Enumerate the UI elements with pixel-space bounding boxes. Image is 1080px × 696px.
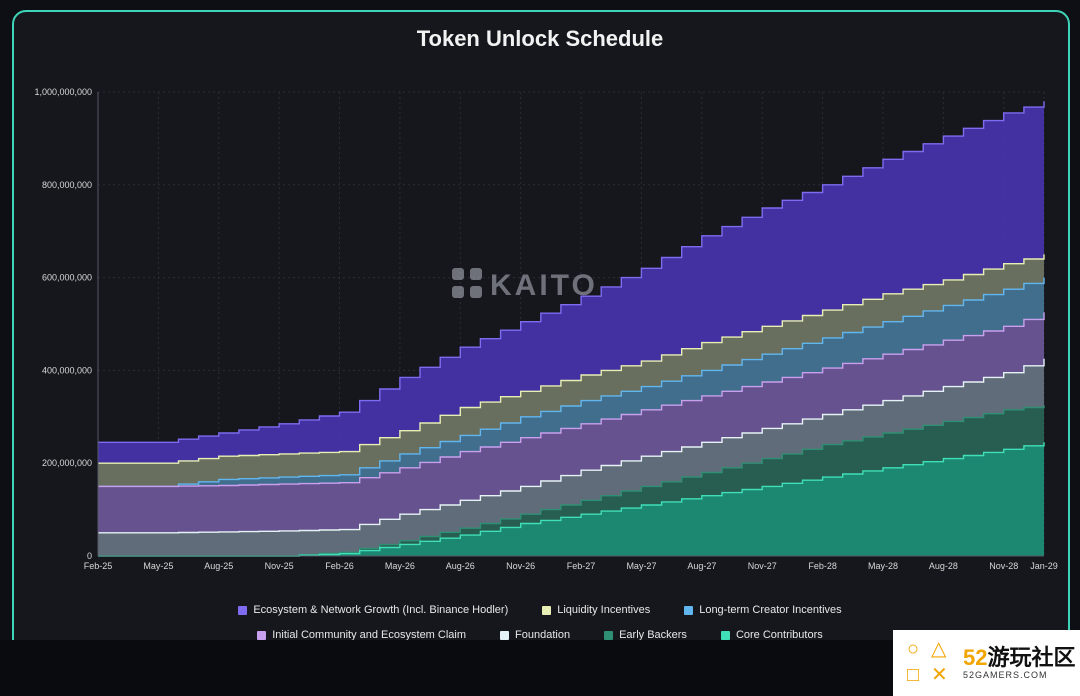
kaito-logo-icon: [452, 268, 482, 298]
x-tick-label: Feb-27: [567, 561, 596, 571]
legend-swatch: [604, 630, 614, 640]
legend-item: Core Contributors: [720, 629, 823, 641]
legend-item: Liquidity Incentives: [542, 604, 650, 616]
legend-row-1: Ecosystem & Network Growth (Incl. Binanc…: [0, 604, 1080, 616]
legend-label: Ecosystem & Network Growth (Incl. Binanc…: [253, 604, 509, 616]
x-tick-label: Feb-25: [84, 561, 113, 571]
badge-cn-text: 游玩社区: [987, 645, 1076, 670]
x-tick-label: Aug-26: [446, 561, 475, 571]
line-long-term-creator-incentives: [98, 277, 1045, 488]
legend-item: Foundation: [500, 629, 570, 641]
x-tick-label: May-26: [385, 561, 415, 571]
chart-title: Token Unlock Schedule: [416, 26, 664, 51]
legend-item: Ecosystem & Network Growth (Incl. Binanc…: [238, 604, 508, 616]
y-tick-label: 0: [87, 551, 92, 561]
x-tick-label: Nov-28: [989, 561, 1018, 571]
x-tick-label: Nov-25: [265, 561, 294, 571]
legend-swatch: [238, 605, 248, 615]
x-tick-label: Nov-27: [748, 561, 777, 571]
x-tick-label: Feb-28: [808, 561, 837, 571]
legend-label: Liquidity Incentives: [557, 604, 651, 616]
x-tick-label: Jan-29: [1030, 561, 1058, 571]
legend-row-2: Initial Community and Ecosystem Claim Fou…: [0, 629, 1080, 641]
x-tick-label: May-25: [143, 561, 173, 571]
legend-label: Early Backers: [619, 629, 687, 641]
y-tick-label: 800,000,000: [42, 180, 92, 190]
legend-item: Initial Community and Ecosystem Claim: [257, 629, 466, 641]
x-tick-label: Feb-26: [325, 561, 354, 571]
badge-number: 52: [963, 645, 988, 670]
legend-swatch: [257, 630, 267, 640]
legend-label: Foundation: [515, 629, 571, 641]
legend-label: Long-term Creator Incentives: [699, 604, 842, 616]
line-ecosystem-network-growth-incl-binance-hodler-: [98, 101, 1045, 443]
x-tick-label: May-28: [868, 561, 898, 571]
legend-item: Early Backers: [604, 629, 687, 641]
x-tick-label: Aug-28: [929, 561, 958, 571]
y-tick-label: 1,000,000,000: [34, 87, 92, 97]
y-tick-label: 400,000,000: [42, 365, 92, 375]
x-tick-label: Aug-27: [687, 561, 716, 571]
legend-swatch: [542, 605, 552, 615]
legend-label: Core Contributors: [735, 629, 823, 641]
watermark-text: KAITO: [490, 269, 598, 302]
y-tick-label: 200,000,000: [42, 458, 92, 468]
legend-swatch: [684, 605, 694, 615]
line-liquidity-incentives: [98, 254, 1045, 464]
legend-swatch: [500, 630, 510, 640]
area-core-contributors: [98, 442, 1044, 556]
legend-swatch: [720, 630, 730, 640]
site-watermark-badge: ○ △ □ ✕ 52游玩社区 52GAMERS.COM: [893, 630, 1080, 696]
x-tick-label: Nov-26: [506, 561, 535, 571]
badge-site-text: 52GAMERS.COM: [963, 670, 1048, 680]
line-core-contributors: [98, 442, 1045, 557]
x-tick-label: Aug-25: [204, 561, 233, 571]
legend-item: Long-term Creator Incentives: [684, 604, 842, 616]
gamepad-symbols-icon: ○ △ □ ✕: [907, 638, 948, 686]
x-tick-label: May-27: [626, 561, 656, 571]
line-initial-community-and-ecosystem-claim: [98, 312, 1045, 488]
y-tick-label: 600,000,000: [42, 273, 92, 283]
line-foundation: [98, 358, 1045, 534]
legend-label: Initial Community and Ecosystem Claim: [272, 629, 467, 641]
